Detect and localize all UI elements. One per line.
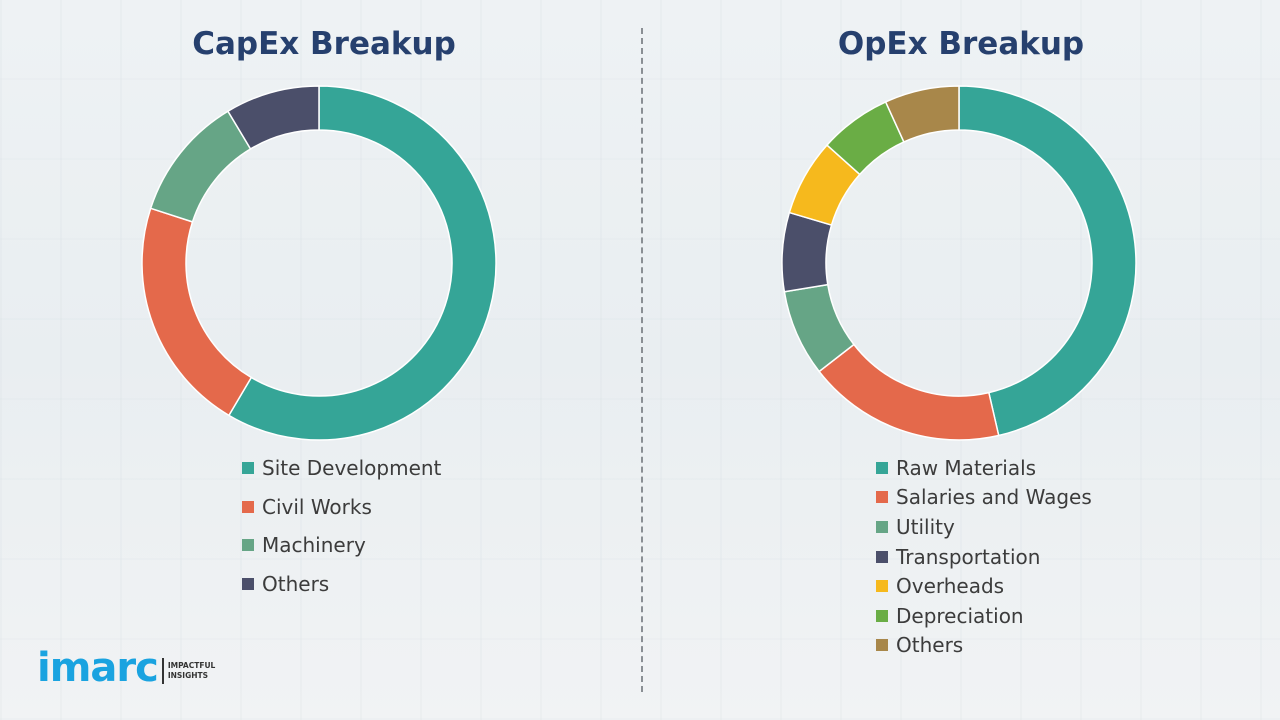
legend-swatch	[876, 461, 888, 474]
imarc-logo: imarc IMPACTFUL INSIGHTS	[37, 645, 215, 691]
capex-legend: Site Development Civil Works Machinery Othe…	[242, 449, 441, 603]
legend-swatch	[242, 539, 254, 552]
legend-swatch	[876, 609, 888, 622]
legend-item: Utility	[876, 512, 1092, 542]
legend-item: Site Development	[242, 449, 441, 488]
divider	[641, 28, 643, 692]
legend-swatch	[242, 500, 254, 513]
legend-label: Site Development	[262, 456, 442, 481]
capex-title: CapEx Breakup	[192, 26, 456, 62]
legend-item: Machinery	[242, 526, 441, 565]
legend-swatch	[242, 577, 254, 590]
legend-label: Civil Works	[262, 494, 372, 519]
slice-site-development	[227, 85, 497, 441]
logo-word: imarc	[37, 645, 159, 691]
legend-item: Civil Works	[242, 488, 441, 527]
legend-label: Utility	[896, 514, 955, 539]
legend-label: Depreciation	[896, 603, 1024, 628]
legend-label: Others	[262, 571, 330, 596]
legend-swatch	[876, 520, 888, 533]
legend-swatch	[876, 550, 888, 563]
legend-label: Transportation	[896, 544, 1041, 569]
legend-label: Salaries and Wages	[896, 485, 1092, 510]
legend-swatch	[242, 462, 254, 475]
legend-item: Raw Materials	[876, 453, 1092, 483]
opex-legend: Raw Materials Salaries and Wages Utility Tr…	[876, 453, 1092, 660]
legend-item: Others	[876, 631, 1092, 661]
legend-label: Raw Materials	[896, 455, 1037, 480]
logo-tagline: IMPACTFUL INSIGHTS	[167, 661, 216, 680]
legend-item: Overheads	[876, 571, 1092, 601]
slice-machinery	[149, 110, 252, 223]
legend-swatch	[876, 580, 888, 593]
opex-title: OpEx Breakup	[837, 26, 1085, 62]
legend-item: Salaries and Wages	[876, 483, 1092, 513]
legend-swatch	[876, 639, 888, 652]
slice-others	[226, 85, 320, 150]
legend-label: Others	[896, 633, 964, 658]
legend-label: Overheads	[896, 574, 1005, 599]
legend-swatch	[876, 491, 888, 504]
legend-label: Machinery	[262, 533, 366, 558]
logo-separator	[161, 658, 164, 684]
legend-item: Transportation	[876, 542, 1092, 572]
slice-civil-works	[141, 207, 253, 417]
legend-item: Depreciation	[876, 601, 1092, 631]
legend-item: Others	[242, 565, 441, 604]
